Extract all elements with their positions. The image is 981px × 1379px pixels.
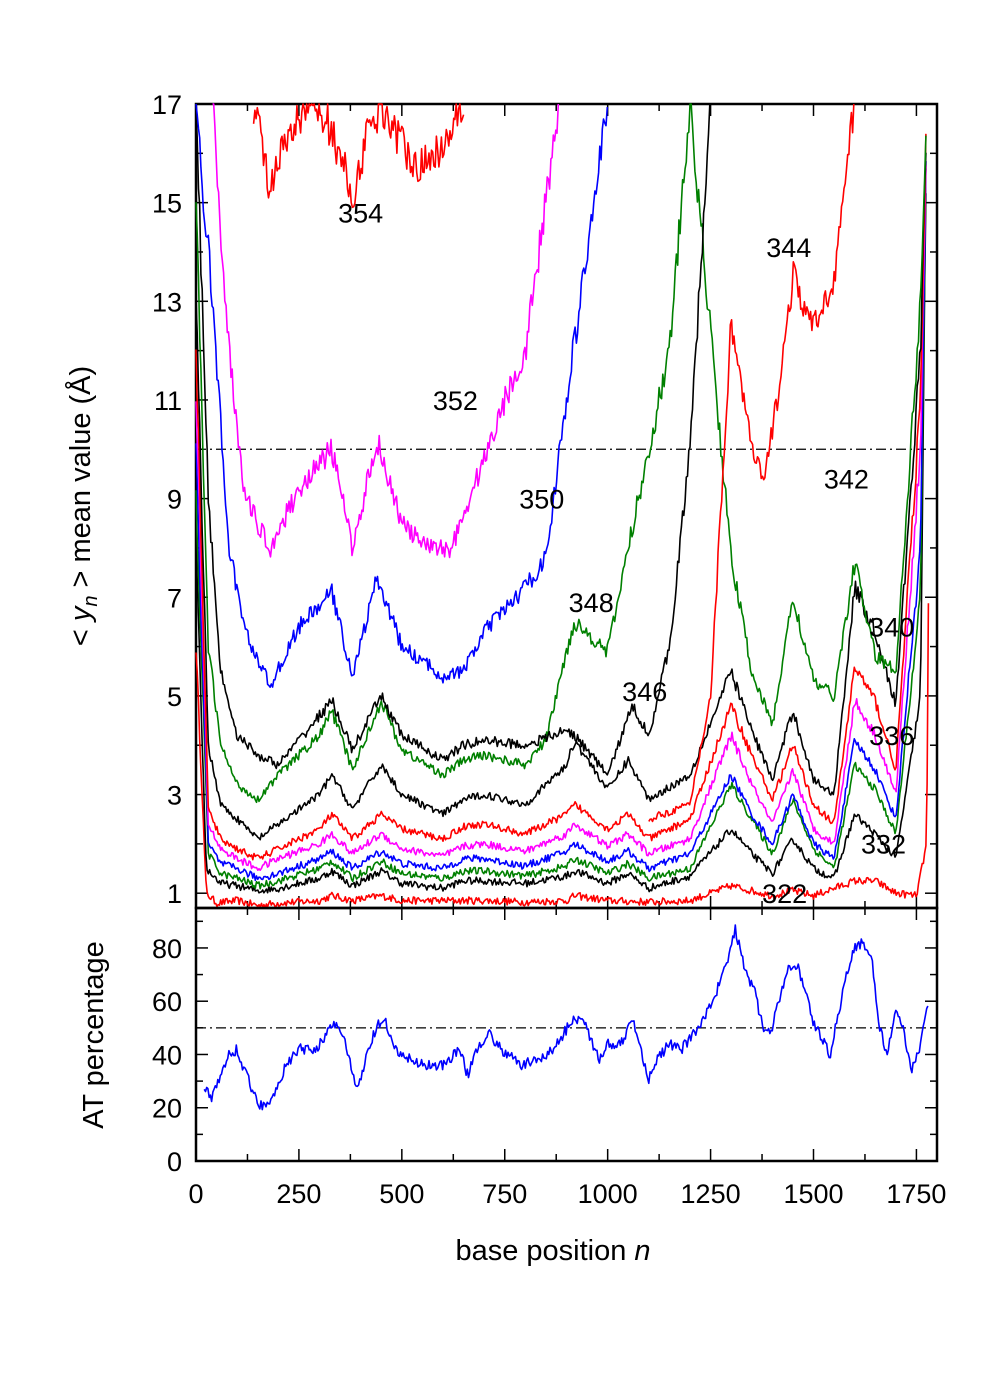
curve-label-332: 332 [861,830,906,860]
top-panel-ticks [195,103,937,908]
curve-labels: 354 352 350 348 346 344 342 340 336 332 322 [338,198,914,909]
series-line-338 [195,165,927,871]
y-tick-label: 3 [167,781,182,811]
y-tick-label: 0 [167,1147,182,1177]
series-line-350 [195,103,609,688]
series-line-336 [195,161,927,882]
x-tick-label: 250 [276,1179,321,1209]
bottom-y-tick-labels: 0 20 40 60 80 [152,934,182,1177]
top-y-axis-title-var: y [65,605,97,623]
x-tick-label: 1000 [578,1179,638,1209]
curve-label-354: 354 [338,198,383,228]
y-tick-label: 1 [167,879,182,909]
x-axis-title: base position n [455,1235,650,1267]
y-tick-label: 17 [152,90,182,120]
x-tick-label: 500 [379,1179,424,1209]
series-line-340 [195,133,927,861]
curve-label-340: 340 [869,613,914,643]
bottom-panel: 0 20 40 60 80 0 250 500 750 1000 1250 1500 1750 AT … [78,906,946,1267]
y-tick-label: 7 [167,583,182,613]
x-axis-title-var: n [634,1235,650,1267]
x-tick-labels: 0 250 500 750 1000 1250 1500 1750 [188,1179,946,1209]
curve-label-352: 352 [433,386,478,416]
y-tick-label: 11 [154,386,182,416]
y-tick-label: 60 [152,987,182,1017]
series-line-322 [195,603,930,909]
curve-label-322: 322 [762,879,807,909]
bottom-panel-ticks [195,908,937,1162]
curve-label-344: 344 [766,233,811,263]
top-y-axis-title-part2: > mean value (Å) [64,366,97,596]
x-tick-label: 1500 [783,1179,843,1209]
y-tick-label: 13 [152,287,182,317]
x-tick-label: 1250 [681,1179,741,1209]
bottom-y-axis-title: AT percentage [78,941,110,1129]
curve-label-342: 342 [824,465,869,495]
series-line-348 [648,103,855,823]
curve-label-346: 346 [622,677,667,707]
top-y-axis-title: < yn > mean value (Å) [64,366,102,646]
curve-label-350: 350 [519,484,564,514]
top-panel-frame [194,102,939,910]
series-line [203,924,929,1111]
x-tick-label: 1750 [886,1179,946,1209]
series-line-344 [195,103,927,804]
y-tick-label: 40 [152,1040,182,1070]
y-tick-label: 80 [152,934,182,964]
x-tick-label: 750 [482,1179,527,1209]
curve-label-336: 336 [869,721,914,751]
series-line-342 [195,152,927,841]
series-line-352 [212,103,560,559]
y-tick-label: 20 [152,1094,182,1124]
series-line-354 [252,103,465,209]
y-tick-label: 5 [167,682,182,712]
curve-label-348: 348 [569,588,614,618]
series-line-334 [195,168,927,890]
bottom-panel-frame [194,906,939,1163]
bottom-series-group [203,924,929,1111]
x-axis-title-text: base position [455,1235,634,1267]
top-series-group [195,103,930,909]
top-y-axis-title-part1: < [65,621,97,646]
y-tick-label: 9 [167,485,182,515]
y-tick-label: 15 [152,189,182,219]
series-line-332 [195,193,927,894]
x-tick-label: 0 [188,1179,203,1209]
top-y-axis-title-sub: n [80,596,102,607]
series-line-346 [195,103,711,776]
